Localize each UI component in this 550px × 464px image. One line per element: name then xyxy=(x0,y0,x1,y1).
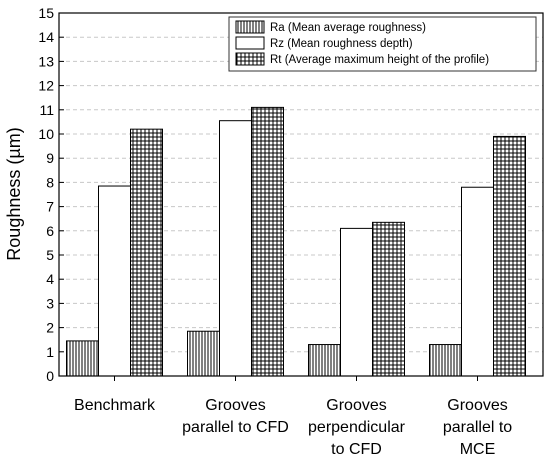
y-tick-label: 7 xyxy=(46,199,54,215)
bar-ra xyxy=(308,344,341,377)
legend-label-ra: Ra (Mean average roughness) xyxy=(270,22,426,34)
bar-ra xyxy=(187,330,220,377)
y-tick-label: 6 xyxy=(46,223,54,239)
bar-rz xyxy=(219,120,252,377)
legend: Ra (Mean average roughness) Rz (Mean roug… xyxy=(228,16,537,72)
y-tick-label: 9 xyxy=(46,150,54,166)
x-category-label: Grooves xyxy=(326,397,386,414)
x-category-label: Grooves xyxy=(205,397,265,414)
y-tick-label: 3 xyxy=(46,295,54,311)
x-category-label: MCE xyxy=(460,441,496,458)
bars xyxy=(66,106,526,377)
y-tick-label: 2 xyxy=(46,320,54,336)
x-category-label: perpendicular xyxy=(308,419,406,436)
legend-swatch-rz xyxy=(235,36,265,50)
bar-rz xyxy=(461,186,494,377)
y-axis-title: Roughness (µm) xyxy=(4,127,24,260)
bar-rt xyxy=(493,135,526,377)
x-category-label: parallel to CFD xyxy=(182,419,289,436)
bar-rt xyxy=(251,106,284,377)
y-tick-label: 0 xyxy=(46,368,54,384)
y-tick-label: 12 xyxy=(38,78,54,94)
bar-ra xyxy=(429,344,462,377)
x-category-label: Benchmark xyxy=(74,397,156,414)
y-tick-label: 8 xyxy=(46,174,54,190)
bar-rz xyxy=(98,185,131,377)
x-axis: Benchmark Grooves parallel to CFD Grooves pe… xyxy=(74,376,512,458)
legend-label-rz: Rz (Mean roughness depth) xyxy=(270,38,413,50)
y-tick-label: 4 xyxy=(46,271,54,287)
y-tick-label: 5 xyxy=(46,247,54,263)
bar-rz xyxy=(340,227,373,377)
y-tick-label: 13 xyxy=(38,53,54,69)
x-category-label: Grooves xyxy=(447,397,507,414)
y-tick-label: 15 xyxy=(38,5,54,21)
x-category-label: parallel to xyxy=(443,419,512,436)
legend-swatch-rt xyxy=(235,52,265,66)
legend-box xyxy=(228,16,537,72)
bar-rt xyxy=(372,221,405,377)
legend-label-rt: Rt (Average maximum height of the profil… xyxy=(270,54,489,66)
y-tick-label: 11 xyxy=(39,102,54,118)
y-tick-label: 14 xyxy=(38,29,54,45)
x-category-label: to CFD xyxy=(331,441,382,458)
plot-frame xyxy=(58,12,544,377)
legend-swatch-ra xyxy=(235,20,265,34)
y-tick-label: 1 xyxy=(46,344,54,360)
y-tick-label: 10 xyxy=(38,126,54,142)
bar-ra xyxy=(66,340,99,377)
bar-rt xyxy=(130,128,163,377)
